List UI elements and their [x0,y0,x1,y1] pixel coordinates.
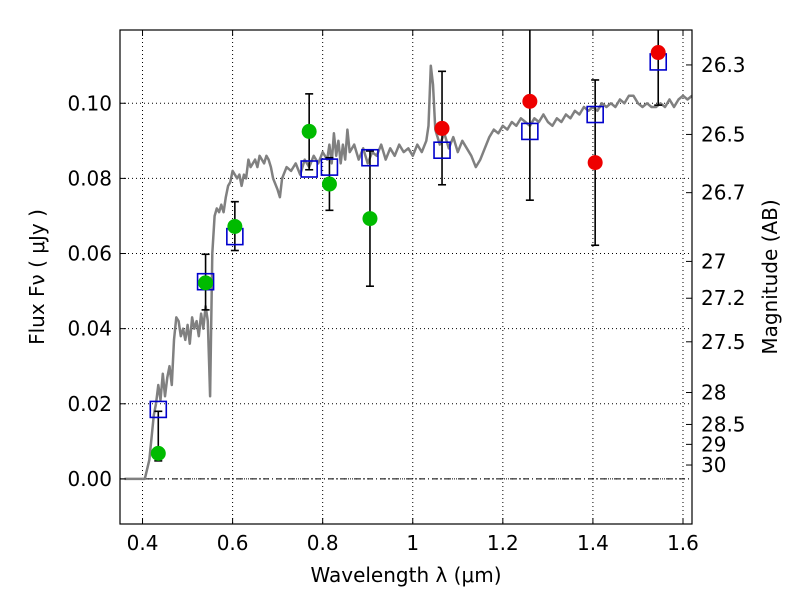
green-point-marker [150,445,166,461]
right-axis-tick-label: 30 [701,453,726,477]
green-point-marker [301,123,317,139]
y-tick-label: 0.02 [67,392,112,416]
axis-ticks [120,30,692,524]
right-axis-tick-label: 26.3 [701,53,746,77]
x-tick-label: 1.6 [667,531,699,555]
right-axis-tick-label: 27 [701,249,726,273]
right-axis-tick-label: 28 [701,381,726,405]
model-photometry-square [361,148,379,167]
plot-frame [119,29,693,525]
red-point-marker [650,45,666,61]
green-point-marker [198,275,214,291]
grid-lines [120,30,692,524]
red-point-marker [522,93,538,109]
x-tick-label: 0.8 [307,531,339,555]
x-tick-label: 1.2 [487,531,519,555]
x-tick-label: 1.4 [577,531,609,555]
red-point-marker [587,155,603,171]
y-tick-label: 0.04 [67,317,112,341]
model-photometry-square [586,105,604,124]
y-axis-title: Flux Fν ( μJy ) [25,209,49,345]
y-tick-label: 0.08 [67,166,112,190]
x-tick-label: 1 [406,531,419,555]
right-axis-tick-label: 27.5 [701,330,746,354]
y-tick-label: 0.00 [67,467,112,491]
plot-area [120,30,692,481]
red-point-marker [434,120,450,136]
right-axis-tick-label: 26.7 [701,181,746,205]
green-point-marker [362,211,378,227]
right-axis-tick-label: 27.2 [701,286,746,310]
model-photometry-square [320,158,339,176]
right-axis-title: Magnitude (AB) [758,199,782,354]
right-axis-tick-label: 26.5 [701,122,746,146]
right-axis-tick-label: 29 [701,432,726,456]
y-tick-label: 0.06 [67,242,112,266]
y-tick-label: 0.10 [67,91,112,115]
model-photometry-square [149,400,168,419]
x-axis-title: Wavelength λ (μm) [310,563,501,587]
right-axis-tick-label: 28.5 [701,412,746,436]
x-tick-label: 0.4 [127,531,159,555]
green-point-marker [227,218,243,234]
x-tick-label: 0.6 [217,531,249,555]
green-point-marker [321,176,337,192]
tick-labels: 0.4 0.6 0.8 1 1.2 1.4 1.6 0.00 0.02 0.04 0.06 0.08 0… [67,53,745,555]
model-photometry-square [300,160,318,178]
model-photometry-square [521,122,539,141]
model-photometry-square [433,141,451,160]
